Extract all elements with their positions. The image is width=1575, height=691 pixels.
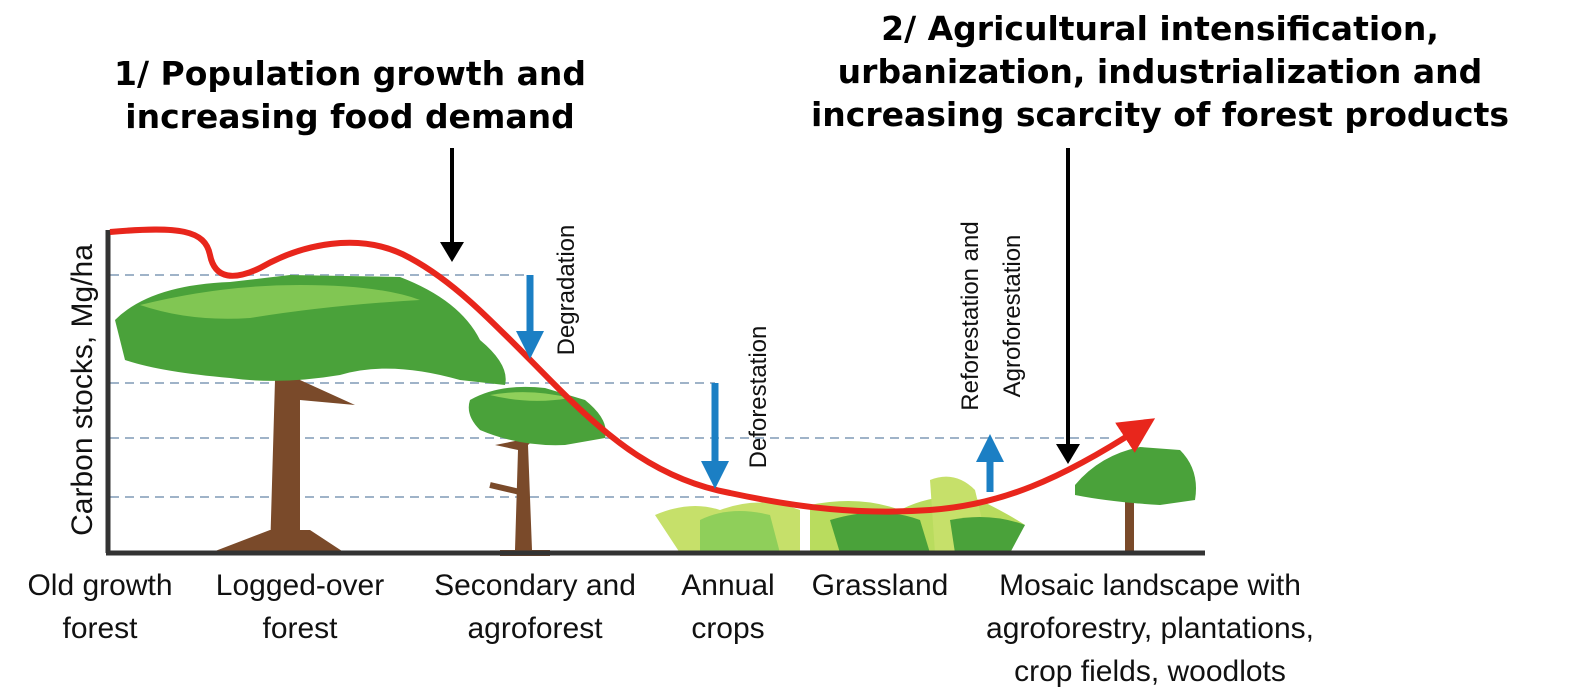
- old-growth-tree: [115, 275, 506, 553]
- annotation-line: 1/ Population growth and: [114, 54, 586, 93]
- stage-label: Annual: [681, 569, 774, 602]
- stage-labels: Old growth forest Logged-over forest Seconda…: [27, 569, 1314, 688]
- transition-label: Agroforestation: [999, 235, 1026, 398]
- stage-label: crop fields, woodlots: [1014, 655, 1286, 688]
- stage-label: Secondary and: [434, 569, 636, 602]
- stage-label: Mosaic landscape with: [999, 569, 1301, 602]
- mosaic-tree: [1075, 447, 1196, 553]
- stage-label: Grassland: [812, 569, 949, 602]
- stage-label: agroforest: [467, 612, 603, 645]
- transition-label: Reforestation and: [957, 221, 984, 410]
- y-axis-label: Carbon stocks, Mg/ha: [66, 244, 99, 536]
- diagram: 1/ Population growth and increasing food…: [0, 0, 1575, 691]
- transition-label: Deforestation: [745, 326, 772, 469]
- annotation-line: increasing scarcity of forest products: [811, 95, 1509, 134]
- stage-label: forest: [262, 612, 338, 645]
- annotation-line: increasing food demand: [125, 97, 574, 136]
- transition-label: Degradation: [553, 225, 580, 356]
- annotation-line: 2/ Agricultural intensification,: [881, 9, 1439, 48]
- stage-label: agroforestry, plantations,: [986, 612, 1314, 645]
- stage-label: crops: [691, 612, 764, 645]
- annotation-line: urbanization, industrialization and: [838, 52, 1483, 91]
- stage-label: forest: [62, 612, 138, 645]
- stage-label: Logged-over: [216, 569, 384, 602]
- stage-label: Old growth: [27, 569, 172, 602]
